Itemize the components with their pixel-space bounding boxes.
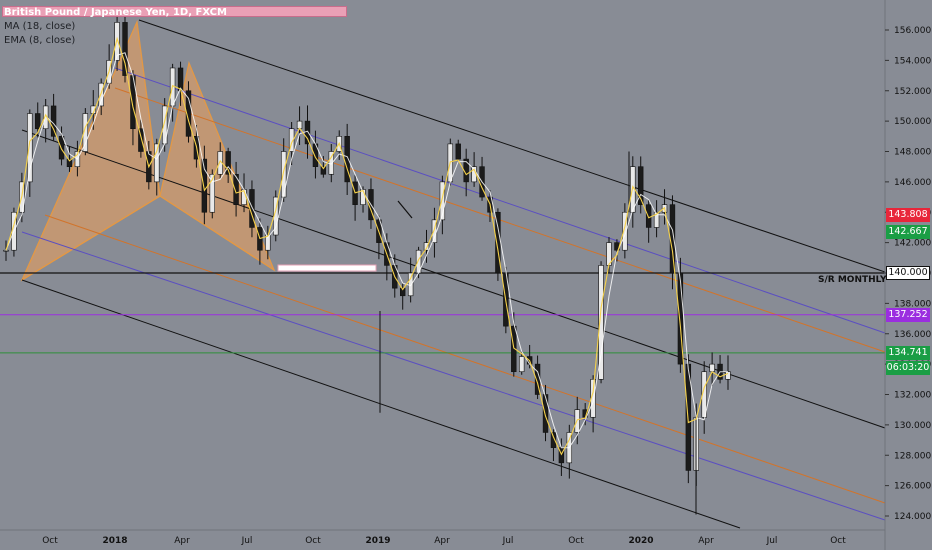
- candle-body: [455, 143, 461, 160]
- candle-body: [645, 204, 652, 228]
- x-tick-label: 2019: [365, 536, 390, 546]
- candle-body: [653, 211, 660, 228]
- price-tag: 143.808: [886, 208, 930, 223]
- y-tick-label: 126.000: [894, 482, 931, 492]
- time-axis[interactable]: Oct 2018 Apr Jul Oct 2019 Apr Jul Oct 2020 Apr Jul O…: [0, 529, 885, 546]
- y-tick-label: 136.000: [894, 330, 931, 340]
- channel-line: [21, 279, 741, 529]
- trend-channels: [21, 19, 886, 529]
- candle-body: [622, 211, 628, 251]
- candle-body: [638, 166, 644, 205]
- price-tag: 137.252: [886, 307, 930, 322]
- y-tick-label: 148.000: [894, 148, 931, 158]
- candle-body: [201, 158, 208, 213]
- channel-line: [21, 129, 886, 429]
- x-tick-label: Apr: [434, 536, 450, 546]
- candle-body: [709, 363, 715, 373]
- horizontal-levels: [0, 272, 885, 354]
- candle-body: [288, 128, 295, 152]
- candle-body: [701, 371, 707, 418]
- candle-body: [122, 22, 128, 76]
- legend-ma[interactable]: MA (18, close): [4, 21, 76, 32]
- price-tag: 06:03:20: [886, 360, 930, 375]
- candle-body: [542, 394, 549, 433]
- candle-body: [519, 356, 525, 373]
- bd-leg: [159, 195, 275, 271]
- y-tick-label: 132.000: [894, 391, 931, 401]
- candle-body: [50, 105, 57, 137]
- y-tick-label: 150.000: [894, 117, 931, 127]
- x-tick-label: Apr: [174, 536, 190, 546]
- short-trendline: [397, 200, 413, 219]
- candle-body: [3, 249, 9, 252]
- candle-body: [280, 151, 287, 198]
- sr-monthly-label: S/R MONTHLY: [818, 275, 887, 285]
- candle-body: [304, 120, 311, 145]
- candle-body: [598, 265, 604, 380]
- candle-body: [27, 113, 33, 183]
- candle-body: [233, 173, 239, 205]
- y-tick-label: 128.000: [894, 451, 931, 461]
- x-tick-label: Oct: [42, 536, 58, 546]
- x-tick-label: 2018: [102, 536, 127, 546]
- channel-line: [21, 231, 886, 521]
- candle-body: [82, 113, 89, 152]
- xb-leg: [21, 195, 161, 281]
- candle-body: [154, 143, 160, 183]
- candle-body: [423, 242, 430, 251]
- legend-ema[interactable]: EMA (8, close): [4, 35, 76, 46]
- ma-line: [5, 52, 728, 449]
- y-tick-label: 146.000: [894, 178, 931, 188]
- x-tick-label: 2020: [628, 536, 653, 546]
- candle-body: [439, 181, 446, 221]
- x-tick-label: Oct: [305, 536, 321, 546]
- candle-body: [114, 22, 120, 61]
- y-tick-label: 142.000: [894, 239, 931, 249]
- candle-body: [400, 287, 406, 297]
- price-tag: 134.741: [886, 345, 930, 360]
- candle-body: [185, 90, 192, 137]
- x-tick-label: Jul: [241, 536, 253, 546]
- candle-body: [677, 272, 684, 365]
- candle-body: [209, 173, 215, 213]
- ema-line: [5, 36, 729, 456]
- candle-body: [407, 272, 414, 297]
- candle-body: [550, 432, 557, 448]
- channel-line: [114, 67, 886, 334]
- candle-body: [58, 136, 65, 160]
- channel-line: [138, 19, 886, 273]
- y-tick-label: 130.000: [894, 421, 931, 431]
- x-tick-label: Jul: [766, 536, 778, 546]
- y-tick-label: 124.000: [894, 512, 931, 522]
- candle-body: [320, 166, 327, 175]
- candle-body: [344, 136, 350, 183]
- range-box: [277, 264, 377, 272]
- y-tick-label: 152.000: [894, 87, 931, 97]
- chart-legend: British Pound / Japanese Yen, 1D, FXCM M…: [2, 5, 347, 48]
- chart-title: British Pound / Japanese Yen, 1D, FXCM: [4, 7, 227, 18]
- price-tag: 142.667: [886, 225, 930, 240]
- candle-body: [35, 113, 41, 130]
- y-tick-label: 154.000: [894, 56, 931, 66]
- title-highlight: [2, 5, 347, 17]
- candle-body: [177, 67, 184, 92]
- price-tag: 140.000: [886, 266, 930, 280]
- y-tick-label: 156.000: [894, 26, 931, 36]
- candle-body: [511, 325, 517, 373]
- legend-title-row[interactable]: British Pound / Japanese Yen, 1D, FXCM: [2, 5, 347, 20]
- candle-body: [66, 158, 73, 167]
- x-tick-label: Apr: [698, 536, 714, 546]
- bcd-triangle: [159, 60, 276, 272]
- x-tick-label: Oct: [568, 536, 584, 546]
- x-tick-label: Jul: [502, 536, 514, 546]
- y-tick-label: 138.000: [894, 299, 931, 309]
- candle-body: [225, 151, 231, 175]
- candle-body: [138, 128, 144, 152]
- x-tick-label: Oct: [830, 536, 846, 546]
- channel-line: [44, 214, 886, 504]
- indicator-lines: [5, 36, 729, 456]
- candle-body: [725, 371, 731, 380]
